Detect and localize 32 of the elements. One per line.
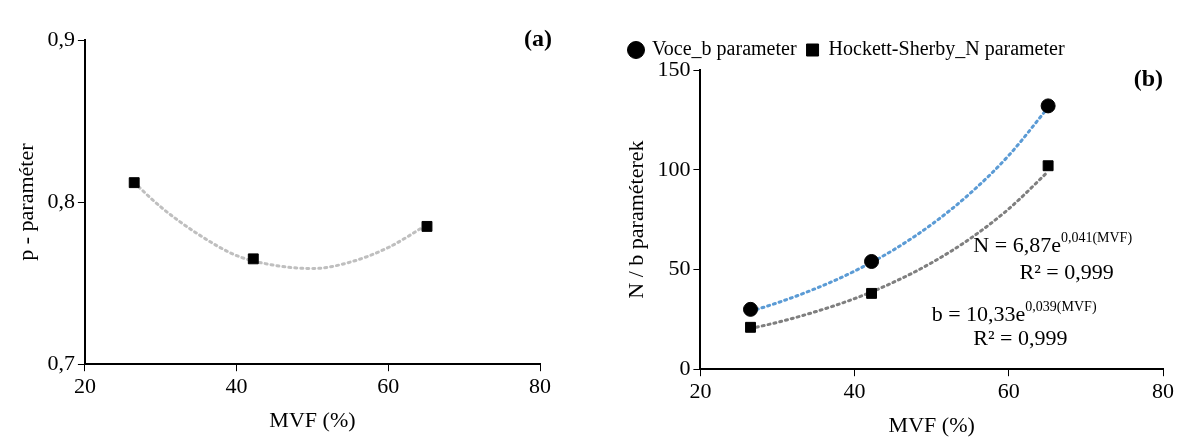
x-axis-title: MVF (%) (888, 411, 975, 437)
point (247, 253, 259, 265)
point (745, 321, 756, 333)
x-axis-title: MVF (%) (269, 406, 356, 432)
y-tick-label: 0 (679, 354, 691, 380)
annotation: R² = 0,999 (973, 325, 1068, 351)
x-tick-label: 80 (529, 373, 551, 399)
y-tick-label: 0,8 (47, 187, 75, 213)
y-tick-label: 0,7 (47, 349, 75, 375)
annotation: R² = 0,999 (1019, 259, 1114, 285)
y-tick-label: 0,9 (47, 25, 75, 51)
legend-label: Hockett-Sherby_N parameter (828, 37, 1065, 61)
x-tick-label: 40 (225, 373, 248, 399)
x-tick-label: 20 (689, 378, 712, 404)
point (864, 253, 880, 269)
y-axis-title: N / b paraméterek (622, 140, 648, 299)
y-axis-title: p - paraméter (12, 142, 38, 261)
y-tick-label: 50 (668, 255, 691, 281)
point (866, 287, 878, 299)
x-tick-label: 80 (1152, 378, 1174, 404)
point (1042, 160, 1054, 172)
x-tick-label: 40 (843, 378, 866, 404)
x-tick-label: 60 (997, 378, 1020, 404)
point (743, 301, 759, 317)
point (421, 220, 433, 232)
chart-title: (a) (524, 25, 552, 52)
point (1040, 98, 1056, 114)
chart-title: (b) (1133, 65, 1163, 92)
x-tick-label: 20 (73, 373, 96, 399)
x-tick-label: 60 (377, 373, 400, 399)
point (128, 177, 140, 189)
y-tick-label: 100 (657, 155, 691, 181)
